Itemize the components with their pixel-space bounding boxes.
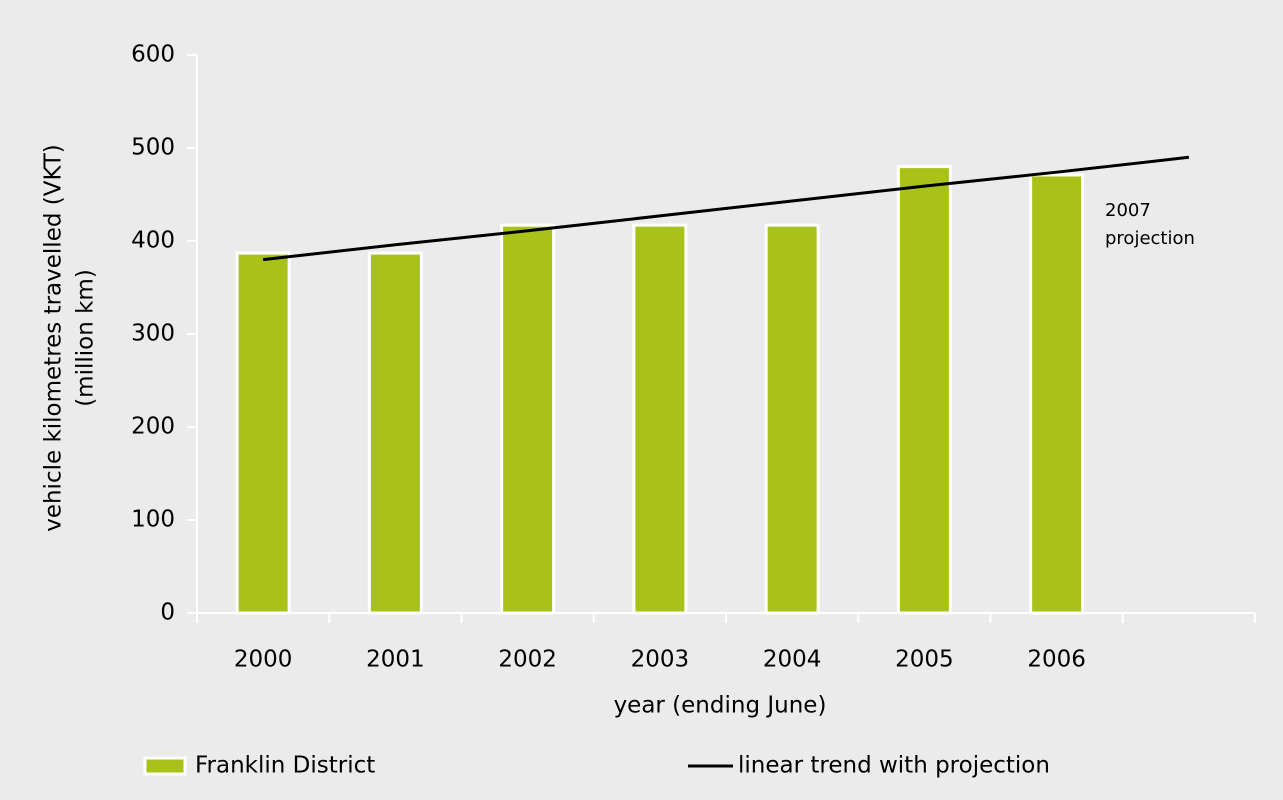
legend-label: linear trend with projection bbox=[738, 753, 1050, 779]
x-tick-label: 2001 bbox=[366, 647, 425, 673]
y-axis-title: vehicle kilometres travelled (VKT) (mill… bbox=[41, 144, 99, 532]
y-tick-label: 0 bbox=[160, 600, 175, 626]
annotation: 2007 bbox=[1105, 200, 1151, 221]
y-tick-label: 200 bbox=[131, 414, 175, 440]
trend-line bbox=[262, 155, 1190, 262]
legend-swatch bbox=[143, 756, 187, 776]
bar bbox=[500, 223, 556, 615]
x-tick-label: 2002 bbox=[498, 647, 557, 673]
bar bbox=[235, 251, 291, 615]
y-tick-label: 600 bbox=[131, 42, 175, 68]
y-axis-title-line: (million km) bbox=[73, 269, 99, 407]
y-tick-label: 300 bbox=[131, 321, 175, 347]
bar bbox=[1029, 173, 1085, 615]
annotation: projection bbox=[1105, 228, 1195, 249]
y-axis-title-line: vehicle kilometres travelled (VKT) bbox=[41, 144, 67, 532]
x-tick-label: 2000 bbox=[234, 647, 293, 673]
x-axis-title: year (ending June) bbox=[614, 693, 827, 719]
x-tick-label: 2006 bbox=[1027, 647, 1086, 673]
x-tick-label: 2005 bbox=[895, 647, 954, 673]
legend-label: Franklin District bbox=[195, 753, 375, 779]
y-tick-label: 100 bbox=[131, 507, 175, 533]
y-tick-label: 500 bbox=[131, 135, 175, 161]
x-tick-label: 2003 bbox=[631, 647, 690, 673]
y-tick-label: 400 bbox=[131, 228, 175, 254]
bar bbox=[632, 223, 688, 615]
bar bbox=[896, 165, 952, 615]
bar bbox=[764, 223, 820, 615]
bar bbox=[367, 251, 423, 615]
x-tick-label: 2004 bbox=[763, 647, 822, 673]
